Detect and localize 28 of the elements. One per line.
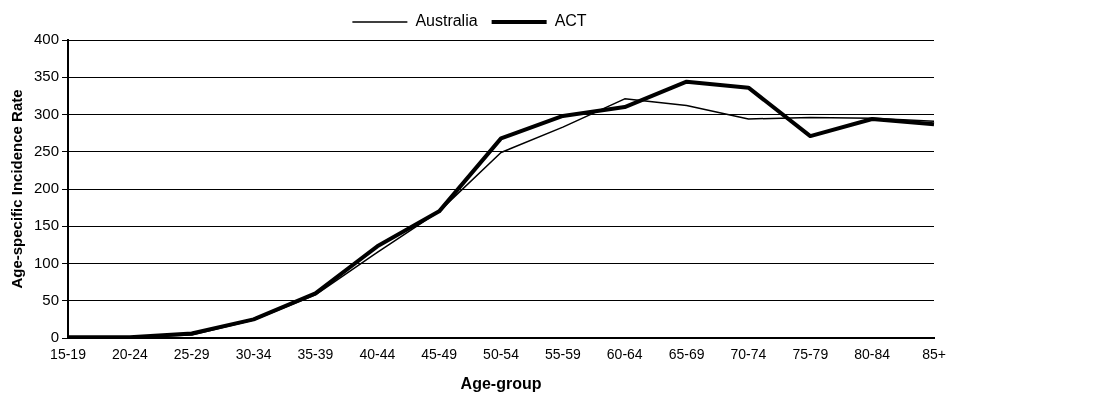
y-tick-label: 200 (34, 179, 60, 197)
x-tick-label: 25-29 (173, 346, 210, 363)
y-tick-label: 350 (34, 67, 60, 85)
legend-label: ACT (554, 12, 587, 30)
y-tick-label: 50 (42, 290, 60, 308)
y-tick-label: 250 (34, 141, 60, 159)
y-tick-label: 400 (34, 30, 60, 48)
x-tick-label: 80-84 (854, 346, 891, 363)
x-tick-label: 35-39 (297, 346, 334, 363)
x-tick-label: 45-49 (421, 346, 458, 363)
y-tick-label: 0 (50, 328, 60, 346)
x-tick-label: 40-44 (359, 346, 396, 363)
x-tick-label: 50-54 (483, 346, 520, 363)
y-tick-label: 150 (34, 216, 60, 234)
x-tick-label: 75-79 (792, 346, 829, 363)
y-tick-label: 300 (34, 104, 60, 122)
x-tick-label: 85+ (922, 346, 946, 363)
x-tick-label: 15-19 (50, 346, 87, 363)
x-tick-label: 60-64 (606, 346, 643, 363)
x-tick-label: 20-24 (111, 346, 148, 363)
y-axis-title: Age-specific Incidence Rate (8, 89, 26, 289)
x-tick-label: 55-59 (544, 346, 581, 363)
x-tick-label: 70-74 (730, 346, 767, 363)
x-axis-title: Age-group (460, 374, 542, 392)
legend-label: Australia (415, 12, 478, 30)
x-tick-label: 65-69 (668, 346, 705, 363)
x-tick-label: 30-34 (235, 346, 272, 363)
y-tick-label: 100 (34, 253, 60, 271)
